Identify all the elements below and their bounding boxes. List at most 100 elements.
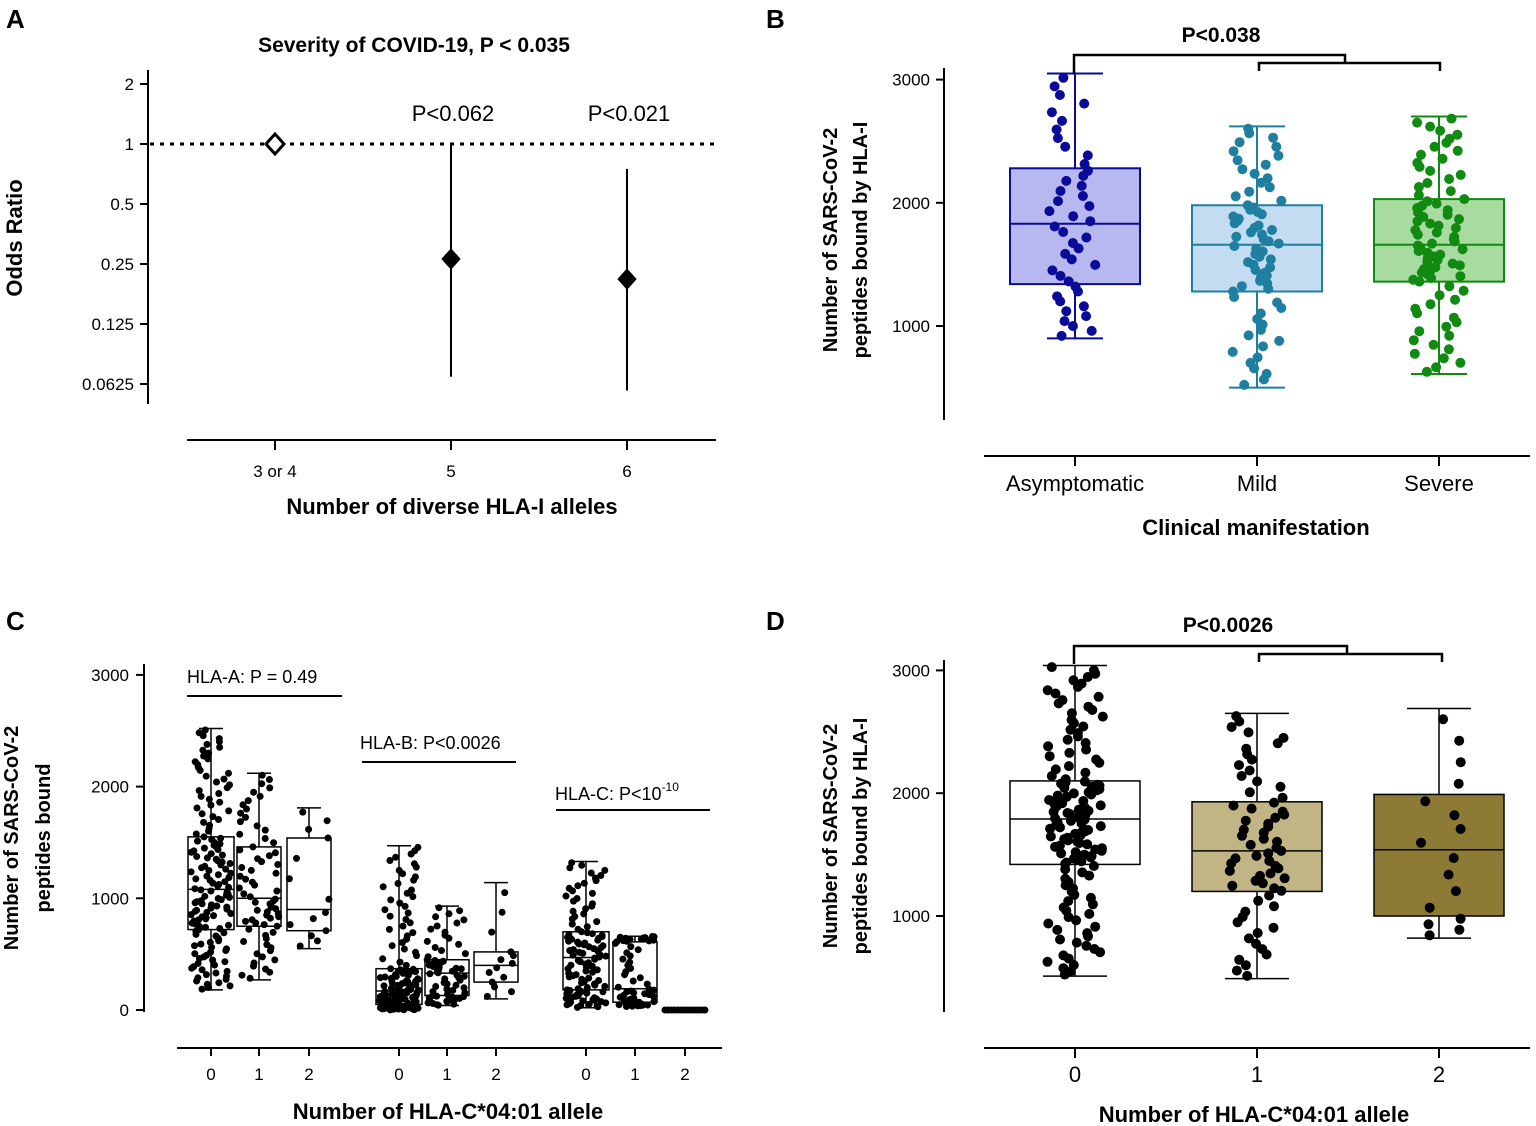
panel-c-point (403, 977, 411, 985)
panel-c-point (439, 957, 447, 965)
panel-d-point (1046, 662, 1057, 673)
panel-d-point (1231, 711, 1242, 722)
panel-c-point (400, 945, 408, 953)
panel-c-point (194, 974, 202, 982)
panel-c-point (195, 787, 203, 795)
panel-c-point (565, 884, 573, 892)
panel-c-point (226, 860, 234, 867)
panel-c-point (220, 775, 228, 783)
panel-c-point (602, 952, 610, 960)
panel-c-x-tick-label: 1 (254, 1065, 263, 1084)
panel-c-point (193, 906, 201, 914)
panel-c-point (402, 961, 410, 969)
panel-c-point (630, 994, 638, 1002)
panel-c-point (402, 916, 410, 923)
panel-b-point (1459, 194, 1470, 205)
panel-b-point (1228, 146, 1239, 157)
panel-c-point (212, 855, 220, 863)
panel-b-point (1427, 238, 1437, 249)
panel-d-point (1231, 965, 1242, 976)
panel-c-point (260, 921, 268, 929)
panel-c-point (457, 965, 465, 973)
panel-c-point (246, 974, 254, 982)
panel-c-point (626, 958, 634, 966)
panel-c-point (585, 959, 592, 967)
panel-c-point (583, 984, 591, 991)
panel-d-point (1448, 853, 1459, 863)
panel-c-point (213, 778, 220, 786)
panel-d-point (1081, 940, 1092, 951)
panel-c-point (261, 826, 269, 834)
panel-c-point (293, 854, 300, 862)
panel-b-point (1082, 150, 1093, 161)
panel-c-point (460, 916, 468, 924)
panel-c-point (485, 969, 493, 976)
panel-d-point (1252, 776, 1263, 787)
panel-d-point (1268, 922, 1279, 933)
panel-d-point (1450, 886, 1461, 897)
panel-d-y-title-line2: peptides bound by HLA-I (850, 718, 872, 955)
panel-b-point (1273, 150, 1284, 161)
panel-c-point (206, 938, 214, 946)
panel-c-point (601, 866, 609, 874)
panel-b-x-tick-label: Mild (1237, 471, 1277, 496)
panel-b-x-ticks: Asymptomatic Mild Severe (1006, 456, 1474, 496)
panel-d-point (1234, 954, 1245, 965)
panel-c-point (427, 925, 435, 933)
panel-d-point (1240, 960, 1251, 971)
panel-b-point (1267, 225, 1277, 235)
panel-c-point (415, 986, 422, 994)
panel-d-point (1090, 921, 1101, 932)
panel-d-point (1060, 774, 1071, 785)
panel-c-point (599, 942, 607, 950)
panel-c-point (227, 869, 235, 877)
panel-c-point (251, 898, 259, 906)
panel-d-point (1454, 924, 1465, 935)
panel-c-point (250, 788, 258, 796)
panel-c-point (574, 925, 582, 933)
panel-c-point (508, 988, 515, 996)
panel-b-point (1243, 123, 1254, 134)
panel-d-point (1050, 764, 1061, 775)
panel-c-label-hla-c-exp: -10 (662, 780, 680, 794)
panel-c-point (198, 966, 206, 974)
panel-c-point (593, 966, 601, 974)
panel-a-y-tick-label: 0.0625 (82, 375, 134, 394)
panel-c-point (271, 956, 279, 964)
panel-c-point (207, 801, 215, 809)
panel-b-point (1060, 248, 1071, 259)
panel-c-point (201, 726, 209, 734)
panel-b-point (1447, 258, 1458, 269)
panel-c-point (386, 857, 394, 864)
panel-b-point (1444, 174, 1455, 184)
panel-d-point (1080, 738, 1091, 748)
panel-c-point (641, 990, 649, 998)
panel-c-point (254, 855, 262, 863)
panel-c-point (262, 931, 270, 939)
panel-b-point (1408, 274, 1419, 285)
panel-c-point (648, 933, 656, 940)
panel-c-point (582, 905, 590, 913)
panel-d-point (1095, 800, 1106, 811)
panel-b-point (1245, 357, 1256, 368)
panel-b-point (1243, 330, 1254, 341)
panel-c-point (269, 928, 277, 936)
panel-d-point (1088, 861, 1099, 871)
panel-c-point (587, 869, 595, 877)
panel-c-label-hla-b: HLA-B: P<0.0026 (360, 733, 501, 753)
panel-d-point (1097, 843, 1107, 854)
panel-c-point (574, 956, 582, 964)
panel-c-point (263, 941, 271, 949)
panel-c-point (274, 861, 282, 868)
panel-c-point (488, 928, 496, 936)
panel-c-point (307, 932, 315, 940)
panel-c-point (429, 988, 437, 996)
panel-d-point (1264, 890, 1275, 901)
panel-d-point (1085, 892, 1096, 903)
panel-c-point (203, 908, 211, 916)
panel-c-point (263, 908, 271, 916)
panel-c-point (423, 937, 431, 945)
panel-b-point (1257, 229, 1268, 240)
panel-c-point (195, 729, 203, 737)
panel-c-label-hla-c-main: HLA-C: P<10 (555, 784, 662, 804)
